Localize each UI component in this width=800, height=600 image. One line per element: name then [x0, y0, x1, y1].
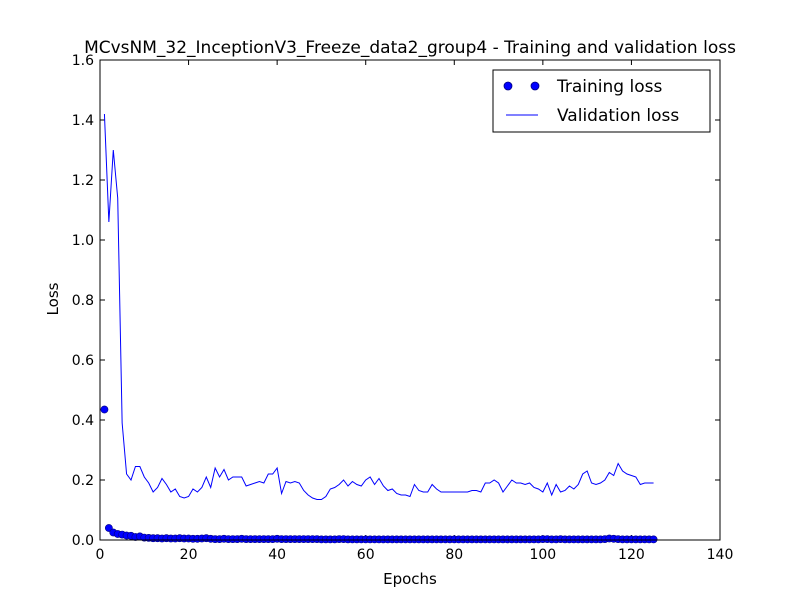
x-tick-label: 60 — [357, 547, 375, 563]
y-tick-label: 0.6 — [72, 353, 94, 369]
y-tick-label: 0.8 — [72, 293, 94, 309]
x-tick-label: 80 — [445, 547, 463, 563]
y-tick-label: 1.6 — [72, 53, 94, 69]
legend-marker-training-1 — [503, 81, 513, 91]
plot-area: 0 20 40 60 80 100 120 140 0.0 0.2 0.4 0.6 0.8 1.0 1.2 1… — [72, 53, 734, 563]
legend-marker-training-2 — [530, 81, 540, 91]
chart-title: MCvsNM_32_InceptionV3_Freeze_data2_group… — [84, 38, 736, 58]
y-tick-label: 1.0 — [72, 233, 94, 249]
y-tick-label: 1.4 — [72, 113, 94, 129]
x-axis-label: Epochs — [383, 570, 437, 588]
y-axis-label: Loss — [44, 282, 62, 315]
y-tick-label: 0.4 — [72, 413, 94, 429]
y-tick-label: 0.0 — [72, 533, 94, 549]
training-loss-point — [100, 405, 109, 414]
validation-loss-line — [103, 113, 654, 500]
y-tick-label: 1.2 — [72, 173, 94, 189]
x-tick-label: 40 — [268, 547, 286, 563]
legend: Training loss Validation loss — [492, 69, 711, 133]
legend-box — [492, 69, 711, 133]
legend-label-training: Training loss — [556, 77, 662, 97]
x-tick-label: 140 — [707, 547, 734, 563]
plot-frame — [99, 59, 721, 541]
legend-label-validation: Validation loss — [557, 106, 679, 126]
x-tick-label: 100 — [529, 547, 556, 563]
training-loss-point — [649, 535, 658, 544]
x-tick-label: 0 — [96, 547, 105, 563]
x-tick-label: 120 — [618, 547, 645, 563]
x-tick-label: 20 — [180, 547, 198, 563]
y-tick-label: 0.2 — [72, 473, 94, 489]
